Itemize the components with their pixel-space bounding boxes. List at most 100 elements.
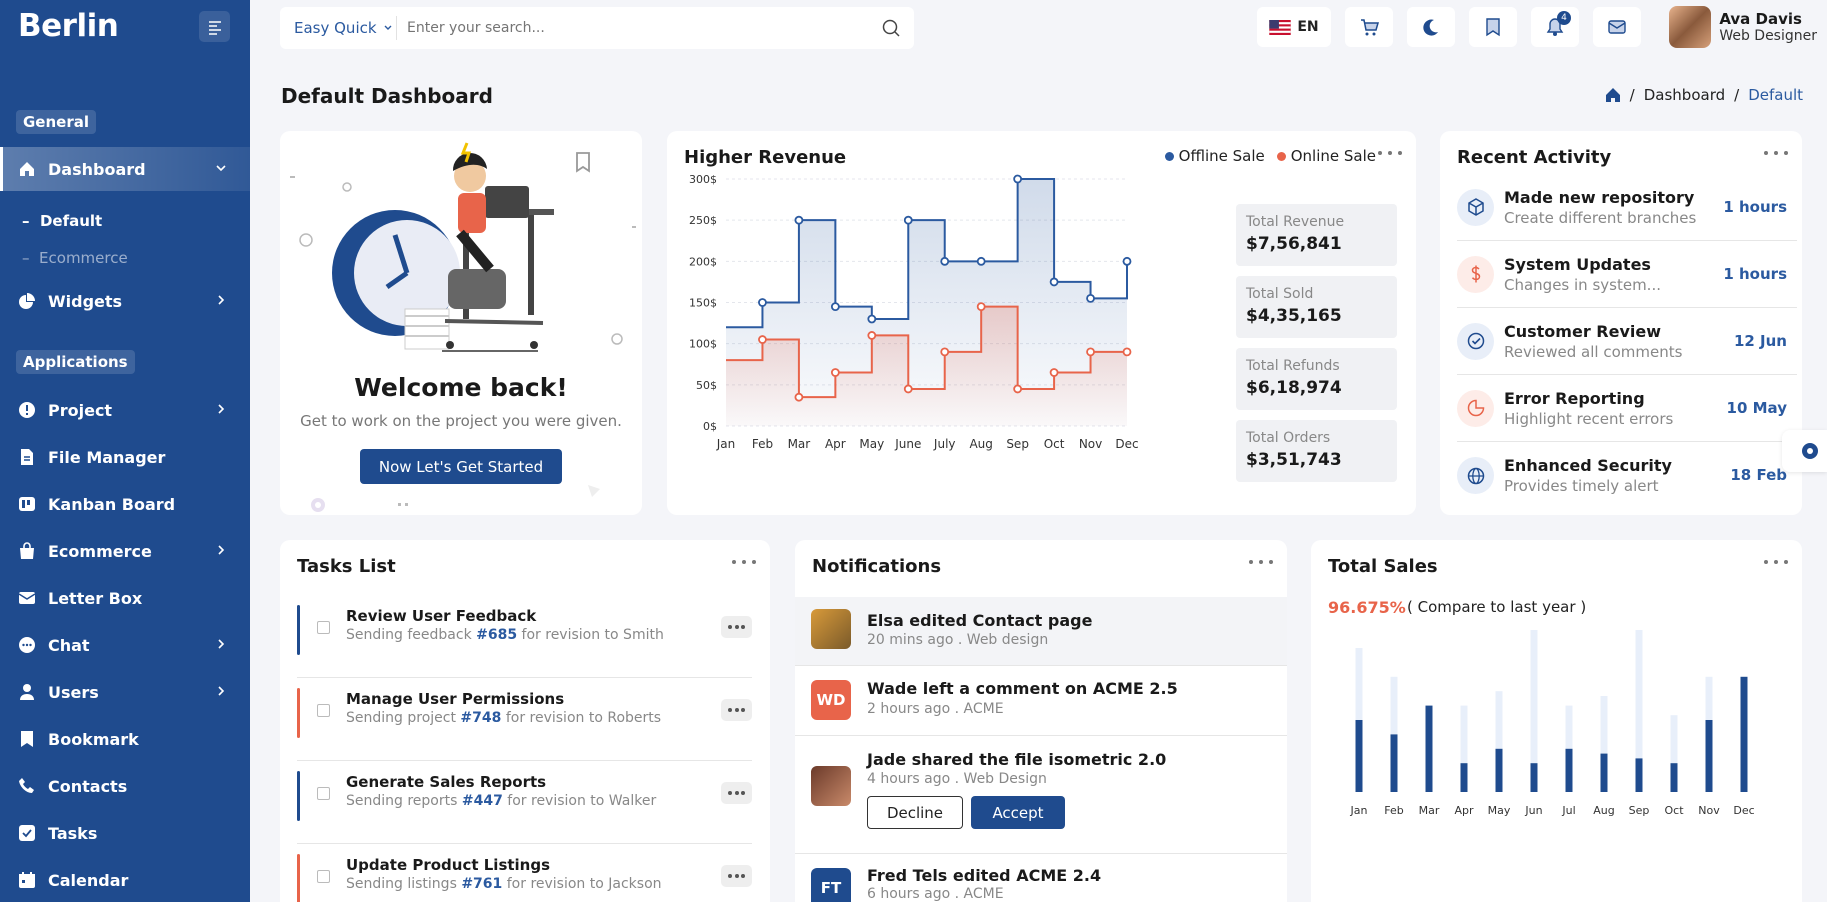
sidebar-sub-item-label: Default: [39, 212, 103, 230]
x-tick-label: Aug: [969, 437, 992, 451]
sidebar-item-tasks[interactable]: Tasks: [0, 811, 250, 855]
activity-item[interactable]: System Updates Changes in system... 1 hou…: [1457, 241, 1797, 308]
decline-button[interactable]: Decline: [867, 796, 963, 829]
notification-meta: 20 mins ago . Web design: [867, 632, 1049, 648]
bookmark-button[interactable]: [1469, 7, 1517, 47]
sidebar-item-contacts[interactable]: Contacts: [0, 764, 250, 808]
task-checkbox[interactable]: [317, 870, 330, 883]
sidebar-item-widgets[interactable]: Widgets: [0, 279, 250, 323]
sidebar-item-ecommerce[interactable]: Ecommerce: [0, 529, 250, 573]
activity-item[interactable]: Made new repository Create different bran…: [1457, 174, 1797, 241]
sidebar-item-letter-box[interactable]: Letter Box: [0, 576, 250, 620]
task-ref-link[interactable]: #748: [460, 710, 502, 726]
breadcrumb-dashboard[interactable]: Dashboard: [1643, 86, 1726, 104]
notification-item[interactable]: WD Wade left a comment on ACME 2.5 2 hou…: [795, 666, 1287, 736]
task-ref-link[interactable]: #685: [476, 627, 518, 643]
activity-item[interactable]: Enhanced Security Provides timely alert 1…: [1457, 442, 1797, 509]
messages-button[interactable]: [1593, 7, 1641, 47]
get-started-button[interactable]: Now Let's Get Started: [360, 449, 562, 484]
notification-item[interactable]: Elsa edited Contact page 20 mins ago . W…: [795, 597, 1287, 666]
cart-button[interactable]: [1345, 7, 1393, 47]
activity-item[interactable]: Error Reporting Highlight recent errors 1…: [1457, 375, 1797, 442]
activity-item-time: 12 Jun: [1733, 332, 1787, 350]
activity-item-desc: Provides timely alert: [1504, 477, 1659, 495]
sidebar-item-label: Widgets: [48, 291, 123, 311]
task-checkbox[interactable]: [317, 621, 330, 634]
stat-value: $6,18,974: [1246, 378, 1342, 398]
activity-item-title: System Updates: [1504, 254, 1651, 274]
tasks-card: Tasks List Review User Feedback Sending …: [280, 540, 770, 902]
check-circle-icon: [1457, 322, 1494, 360]
theme-toggle-button[interactable]: [1407, 7, 1455, 47]
customizer-button[interactable]: [1782, 430, 1827, 472]
task-checkbox[interactable]: [317, 704, 330, 717]
sidebar-sub-item-default[interactable]: – Default: [22, 212, 103, 230]
home-icon[interactable]: [1605, 87, 1621, 103]
task-more-button[interactable]: [721, 782, 752, 804]
globe-icon: [1457, 457, 1494, 494]
sidebar-item-kanban-board[interactable]: Kanban Board: [0, 482, 250, 526]
notifications-menu-button[interactable]: [1249, 552, 1273, 572]
file-icon: [21, 449, 33, 465]
activity-menu-button[interactable]: [1764, 143, 1788, 163]
notifications-title: Notifications: [812, 556, 942, 577]
sales-menu-button[interactable]: [1764, 552, 1788, 572]
sidebar-item-project[interactable]: Project: [0, 388, 250, 432]
sidebar-item-calendar[interactable]: Calendar: [0, 858, 250, 902]
legend-label: Offline Sale: [1178, 147, 1265, 165]
sidebar-item-label: Project: [48, 400, 113, 420]
bar: [1670, 763, 1678, 792]
sidebar-item-file-manager[interactable]: File Manager: [0, 435, 250, 479]
activity-item[interactable]: Customer Review Reviewed all comments 12 …: [1457, 308, 1797, 375]
activity-item-desc: Changes in system...: [1504, 275, 1661, 294]
dollar-icon: [1457, 255, 1494, 293]
notifications-button[interactable]: 4: [1531, 7, 1579, 47]
task-more-button[interactable]: [721, 699, 752, 721]
task-more-button[interactable]: [721, 616, 752, 638]
sidebar-item-chat[interactable]: Chat: [0, 623, 250, 667]
sidebar-item-bookmark[interactable]: Bookmark: [0, 717, 250, 761]
bookmark-icon: [1486, 18, 1500, 37]
activity-item-time: 1 hours: [1723, 265, 1787, 283]
user-profile[interactable]: Ava Davis Web Designer: [1669, 6, 1817, 48]
legend-offline[interactable]: Offline Sale: [1164, 147, 1265, 165]
cart-icon: [1361, 19, 1379, 36]
bar: [1495, 748, 1503, 792]
user-icon: [20, 684, 34, 700]
activity-item-desc: Create different branches: [1504, 208, 1697, 227]
sidebar-item-dashboard[interactable]: Dashboard: [0, 147, 250, 191]
menu-toggle-button[interactable]: [199, 11, 230, 42]
avatar: WD: [811, 680, 851, 720]
notification-item[interactable]: FT Fred Tels edited ACME 2.4 6 hours ago…: [795, 854, 1287, 902]
legend-online[interactable]: Online Sale: [1276, 147, 1376, 165]
legend-swatch: [1276, 151, 1286, 161]
revenue-menu-button[interactable]: [1378, 143, 1402, 163]
search-scope-select[interactable]: Easy Quick: [280, 16, 397, 40]
data-point: [1013, 384, 1023, 394]
x-tick-label: July: [933, 437, 956, 451]
cube-icon: [1457, 188, 1494, 226]
app-logo[interactable]: Berlin: [18, 8, 119, 44]
search-input[interactable]: [407, 20, 881, 36]
search-icon[interactable]: [881, 18, 901, 38]
sidebar-item-users[interactable]: Users: [0, 670, 250, 714]
welcome-title: Welcome back!: [354, 373, 568, 402]
language-button[interactable]: EN: [1257, 7, 1331, 47]
task-ref-link[interactable]: #447: [461, 793, 503, 809]
message-icon: [1608, 20, 1626, 34]
task-checkbox[interactable]: [317, 787, 330, 800]
sidebar-sub-item-ecommerce[interactable]: – Ecommerce: [22, 249, 128, 267]
revenue-chart: 0$ 50$ 100$ 150$ 200$ 250$ 300$ Jan Feb Mar Apr May…: [689, 173, 1139, 451]
task-more-button[interactable]: [721, 865, 752, 887]
bar: [1460, 763, 1468, 792]
activity-item-time: 10 May: [1726, 399, 1787, 417]
data-point: [1049, 277, 1059, 287]
x-tick-label: Aug: [1593, 804, 1614, 817]
activity-item-time: 18 Feb: [1730, 466, 1787, 484]
task-priority-bar: [297, 771, 300, 821]
task-ref-link[interactable]: #761: [461, 876, 503, 892]
accept-button[interactable]: Accept: [971, 796, 1065, 829]
tasks-menu-button[interactable]: [732, 552, 756, 572]
notification-item[interactable]: Jade shared the file isometric 2.0 4 hou…: [795, 736, 1287, 854]
sidebar-item-label: Dashboard: [48, 159, 146, 179]
